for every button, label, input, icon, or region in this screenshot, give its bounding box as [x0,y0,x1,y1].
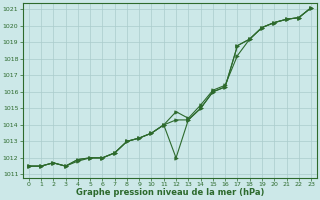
X-axis label: Graphe pression niveau de la mer (hPa): Graphe pression niveau de la mer (hPa) [76,188,264,197]
